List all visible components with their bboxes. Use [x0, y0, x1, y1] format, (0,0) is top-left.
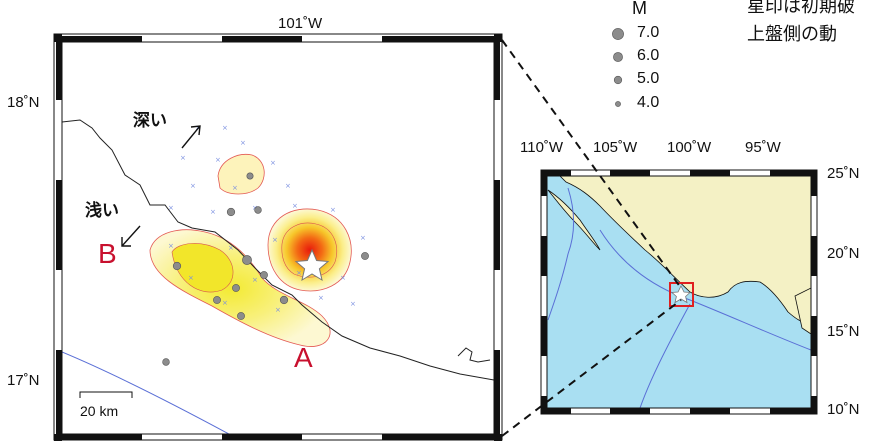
region-a-label: A [294, 342, 313, 373]
connector-lines [501, 39, 682, 437]
shallow-label: 浅い [85, 201, 119, 221]
svg-text:×: × [240, 139, 246, 147]
inset-lat-label: 15˚N [827, 323, 860, 340]
note-line-2: 上盤側の動 [747, 24, 837, 45]
svg-text:×: × [188, 274, 194, 282]
svg-text:×: × [222, 124, 228, 132]
svg-text:×: × [252, 276, 258, 284]
main-lat-17-label: 17˚N [7, 372, 40, 389]
svg-text:×: × [318, 294, 324, 302]
legend-symbols [612, 28, 624, 107]
svg-text:×: × [292, 202, 298, 210]
legend-title: M [632, 0, 647, 18]
svg-text:×: × [222, 299, 228, 307]
svg-text:×: × [270, 159, 276, 167]
svg-text:×: × [350, 300, 356, 308]
svg-text:×: × [232, 184, 238, 192]
legend-item-label: 5.0 [637, 70, 660, 87]
scale-bar-label: 20 km [80, 403, 119, 419]
svg-text:×: × [285, 182, 291, 190]
inset-lon-label: 100˚W [667, 139, 712, 156]
main-lon-label: 101˚W [278, 15, 323, 32]
svg-text:×: × [215, 156, 221, 164]
slip-patch-a [267, 208, 352, 292]
direction-arrows [121, 125, 201, 247]
inset-map [540, 169, 818, 415]
slip-patch-small [217, 153, 265, 195]
svg-text:×: × [296, 269, 302, 277]
study-area-box [669, 282, 694, 307]
svg-text:×: × [330, 206, 336, 214]
legend-item-label: 4.0 [637, 94, 660, 111]
svg-text:×: × [180, 154, 186, 162]
trench-line [62, 351, 230, 434]
inset-lon-label: 110˚W [520, 139, 564, 156]
svg-text:×: × [190, 182, 196, 190]
inset-land [547, 175, 812, 323]
inset-lat-label: 20˚N [827, 245, 860, 262]
svg-text:×: × [272, 236, 278, 244]
region-b-label: B [98, 238, 117, 269]
svg-text:×: × [210, 208, 216, 216]
legend-item-label: 7.0 [637, 24, 660, 41]
svg-text:×: × [168, 204, 174, 212]
scale-bar [79, 391, 133, 398]
note-line-1: 星印は初期破 [747, 0, 855, 17]
svg-text:×: × [228, 244, 234, 252]
epicenter-star-icon [294, 248, 330, 282]
coastline [62, 119, 494, 381]
svg-text:×: × [340, 274, 346, 282]
main-map: ××× ××× ××× ××× ××× ××× ××× ××× ×× [53, 33, 503, 441]
svg-text:×: × [275, 306, 281, 314]
inset-lat-label: 25˚N [827, 165, 860, 182]
svg-text:×: × [168, 242, 174, 250]
legend-item-label: 6.0 [637, 47, 660, 64]
inset-lon-label: 105˚W [593, 139, 638, 156]
inset-epicenter-star-icon [671, 285, 691, 304]
inset-lon-label: 95˚W [745, 139, 781, 156]
svg-text:×: × [360, 234, 366, 242]
main-lat-18-label: 18˚N [7, 94, 40, 111]
deep-label: 深い [133, 111, 167, 131]
inset-lat-label: 10˚N [827, 401, 860, 418]
